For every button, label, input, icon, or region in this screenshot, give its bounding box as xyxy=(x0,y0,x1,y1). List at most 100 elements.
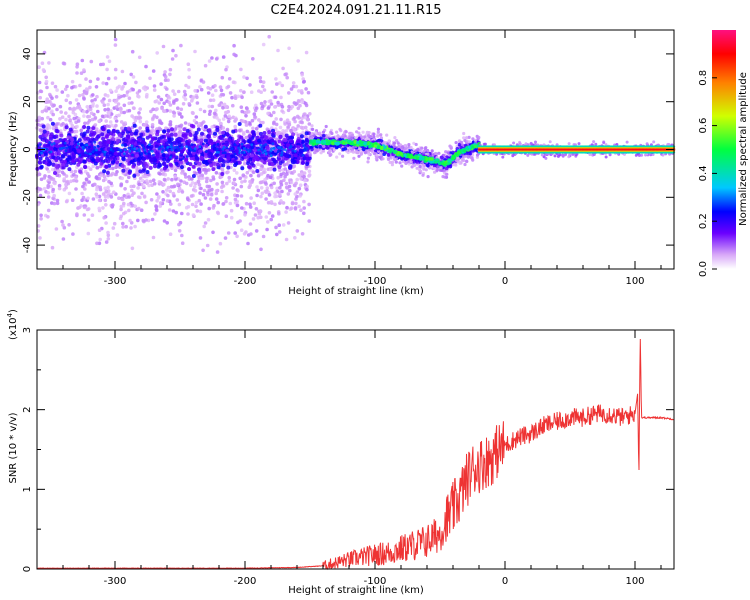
spectrogram-cell xyxy=(305,147,309,151)
spectrogram-cell xyxy=(168,120,173,124)
spectrogram-cell xyxy=(123,126,128,131)
spectrogram-cell xyxy=(45,85,49,90)
spectrogram-cell xyxy=(111,203,115,207)
spectrogram-cell xyxy=(274,122,279,127)
spectrogram-cell xyxy=(94,175,99,180)
spectrogram-cell xyxy=(197,169,202,174)
spectrogram-cell xyxy=(281,171,286,176)
spectrogram-cell xyxy=(157,126,162,131)
spectrogram-cell xyxy=(85,129,90,134)
spectrogram-cell xyxy=(97,228,102,232)
spectrogram-cell xyxy=(223,151,227,155)
spectrogram-cell xyxy=(83,187,87,191)
spectrogram-cell xyxy=(95,165,99,170)
spectrogram-cell xyxy=(113,151,118,156)
spectrogram-cell xyxy=(199,176,203,181)
spectrogram-cell xyxy=(93,182,97,187)
spectrogram-cell xyxy=(64,163,69,168)
spectrogram-cell xyxy=(183,121,188,125)
spectrogram-cell xyxy=(45,148,49,151)
spectrogram-cell xyxy=(50,245,55,250)
spectrogram-cell xyxy=(271,157,276,162)
spectrogram-cell xyxy=(302,144,306,147)
spectrogram-cell xyxy=(304,131,309,136)
spectrogram-cell xyxy=(460,158,464,162)
spectrogram-cell xyxy=(204,168,209,173)
spectrogram-cell xyxy=(72,106,76,111)
spectrogram-cell xyxy=(238,176,242,181)
spectrogram-cell xyxy=(85,207,90,212)
spectrogram-cell xyxy=(130,246,135,251)
spectrogram-cell xyxy=(93,97,97,102)
spectrogram-cell xyxy=(239,194,244,198)
spectrogram-cell xyxy=(133,131,138,136)
spectrogram-cell xyxy=(268,151,272,155)
spectrogram-cell xyxy=(165,132,170,137)
spectrogram-cell xyxy=(82,109,86,114)
spectrogram-cell xyxy=(82,159,87,164)
spectrogram-cell xyxy=(192,185,197,189)
spectrogram-cell xyxy=(127,101,131,106)
spectrogram-cell xyxy=(239,184,244,189)
spectrogram-cell xyxy=(215,210,220,215)
spectrogram-cell xyxy=(117,196,121,200)
spectrogram-cell xyxy=(127,157,132,161)
spectrogram-cell xyxy=(128,218,132,223)
spectrogram-cell xyxy=(266,173,270,178)
spectrogram-cell xyxy=(55,165,60,170)
spectrogram-cell xyxy=(171,89,175,93)
spectrogram-cell xyxy=(210,157,215,162)
spectrogram-cell xyxy=(52,142,56,145)
spectrogram-cell xyxy=(170,143,174,147)
spectrogram-cell xyxy=(73,169,78,174)
spectrogram-cell xyxy=(130,188,134,193)
spectrogram-cell xyxy=(74,179,79,183)
spectrogram-cell xyxy=(235,203,240,208)
spectrogram-cell xyxy=(398,161,402,165)
spectrogram-cell xyxy=(130,114,134,118)
spectrogram-cell xyxy=(172,92,177,96)
spectrogram-cell xyxy=(231,129,236,134)
spectrogram-cell xyxy=(231,103,235,108)
spectrogram-cell xyxy=(46,123,50,127)
spectrogram-cell xyxy=(87,145,91,149)
spectrogram-cell xyxy=(462,131,466,136)
spectrogram-cell xyxy=(308,112,312,116)
spectrogram-cell xyxy=(39,213,43,218)
spectrogram-cell xyxy=(122,211,126,216)
spectrogram-cell xyxy=(131,153,134,157)
spectrogram-cell xyxy=(37,65,41,69)
spectrogram-cell xyxy=(116,102,121,106)
spectrogram-cell xyxy=(232,181,236,185)
spectrogram-cell xyxy=(252,112,257,116)
spectrogram-cell xyxy=(137,206,141,211)
spectrogram-cell xyxy=(189,148,193,151)
spectrogram-cell xyxy=(75,71,79,75)
spectrogram-cell xyxy=(96,77,100,81)
spectrogram-cell xyxy=(64,185,68,190)
spectrogram-cell xyxy=(177,222,181,227)
spectrogram-cell xyxy=(138,116,143,120)
spectrogram-cell xyxy=(75,62,80,66)
spectrogram-cell xyxy=(221,55,226,59)
spectrogram-cell xyxy=(170,177,174,182)
spectrogram-cell xyxy=(170,57,175,61)
spectrogram-cell xyxy=(85,143,89,147)
spectrogram-cell xyxy=(97,198,102,202)
spectrogram-cell xyxy=(138,169,143,174)
spectrogram-cell xyxy=(281,66,285,71)
spectrogram-cell xyxy=(212,144,216,148)
spectrogram-cell xyxy=(259,90,264,94)
spectrogram-cell xyxy=(109,112,114,116)
spectrogram-cell xyxy=(179,123,184,128)
spectrogram-cell xyxy=(55,88,59,92)
spectrogram-cell xyxy=(137,55,142,60)
spectrogram-cell xyxy=(194,171,198,176)
spectrogram-cell xyxy=(72,116,76,121)
spectrogram-cell xyxy=(304,125,308,130)
spectrogram-cell xyxy=(135,153,139,158)
spectrogram-cell xyxy=(201,80,206,84)
spectrogram-cell xyxy=(300,139,305,144)
spectrogram-cell xyxy=(235,171,239,175)
